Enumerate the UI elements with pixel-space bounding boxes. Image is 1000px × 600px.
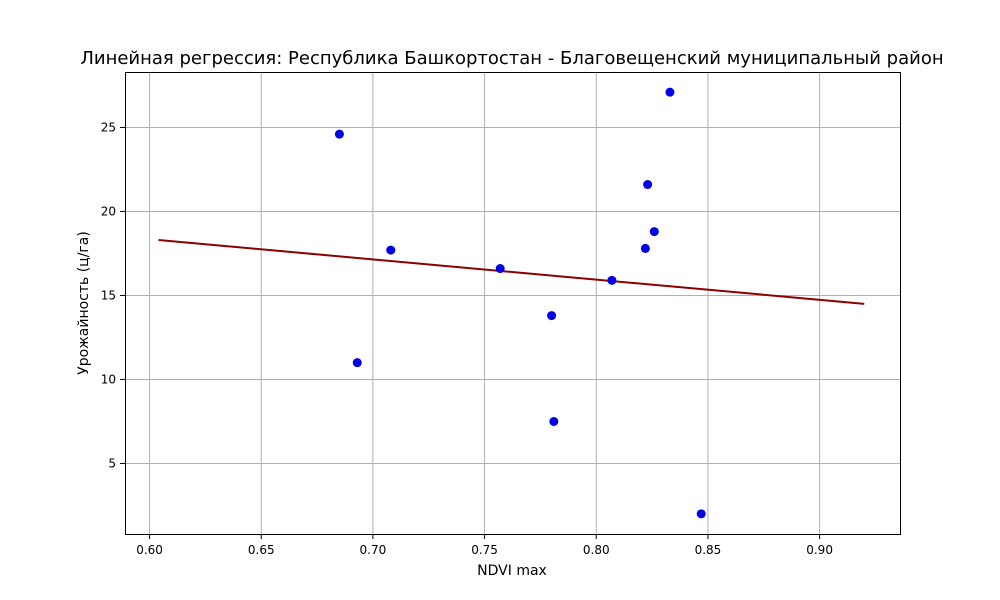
y-tick-label: 5 [108,456,116,470]
x-axis-label: NDVI max [477,563,547,579]
data-point [495,264,505,274]
data-point [696,509,706,519]
x-tick-label: 0.70 [360,543,387,557]
data-point [649,227,659,237]
x-axis-ticks: 0.60 0.65 0.70 0.75 0.80 0.85 0.90 [136,534,833,557]
regression-line [158,239,865,305]
y-tick-label: 10 [101,372,116,386]
x-tick-label: 0.75 [471,543,498,557]
data-point [643,180,653,190]
x-tick-label: 0.80 [583,543,610,557]
chart-title: Линейная регрессия: Республика Башкортос… [80,48,943,69]
data-point [547,311,557,321]
y-tick-label: 25 [101,120,116,134]
x-tick-label: 0.85 [695,543,722,557]
scatter-points [334,87,706,519]
x-tick-label: 0.90 [806,543,833,557]
y-axis-label: Урожайность (ц/га) [76,231,92,375]
data-point [386,245,396,255]
data-point [334,129,344,139]
data-point [640,243,650,253]
y-tick-label: 15 [101,288,116,302]
data-point [665,87,675,97]
data-point [607,275,617,285]
x-tick-label: 0.65 [248,543,275,557]
data-point [352,358,362,368]
x-tick-label: 0.60 [136,543,163,557]
grid [125,72,900,534]
plot-frame [125,72,901,535]
y-axis-ticks: 5 10 15 20 25 [101,120,125,470]
data-point [549,416,559,426]
y-tick-label: 20 [101,204,116,218]
regression-line-layer [158,239,865,305]
